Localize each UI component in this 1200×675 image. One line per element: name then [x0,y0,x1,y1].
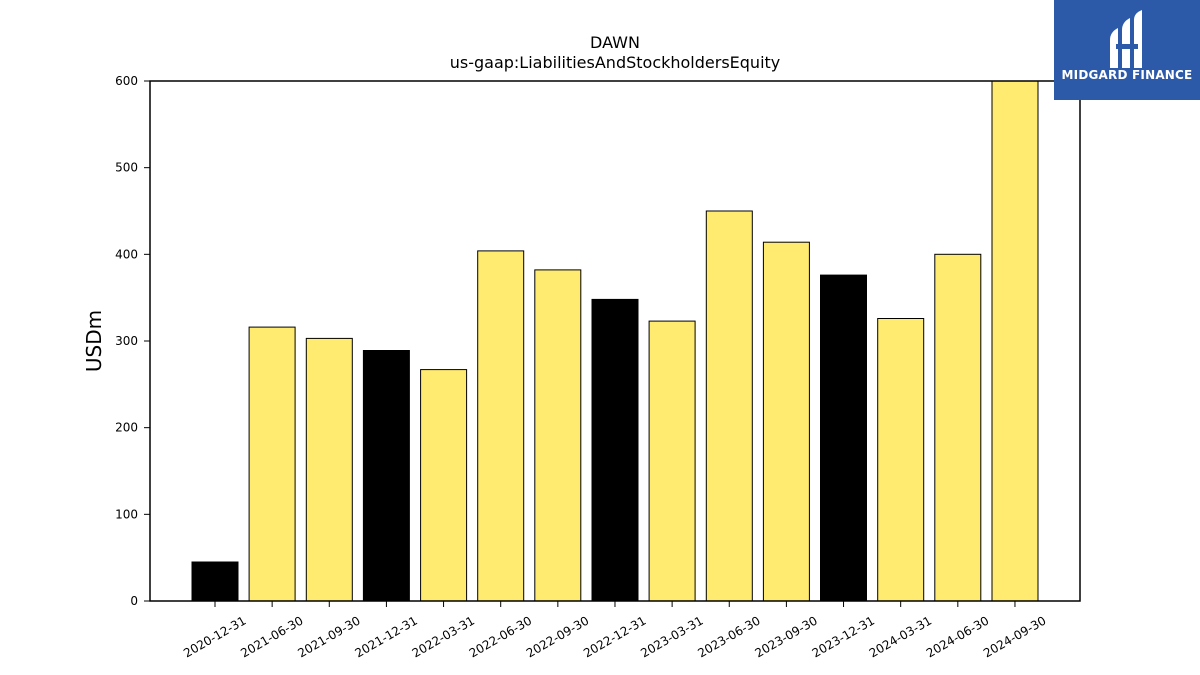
x-tick-label: 2023-06-30 [695,613,762,660]
bar [534,269,582,602]
x-tick-label: 2022-12-31 [581,613,648,660]
y-tick-label: 200 [115,421,138,435]
y-tick-label: 300 [115,334,138,348]
x-tick-label: 2024-06-30 [924,613,991,660]
bar [934,253,982,602]
x-axis-ticks: 2020-12-312021-06-302021-09-302021-12-31… [181,601,1048,660]
midgard-finance-logo: MIDGARD FINANCE [1054,0,1200,100]
bar [762,241,810,602]
bar [248,326,296,602]
x-tick-label: 2024-09-30 [981,613,1048,660]
x-tick-label: 2022-03-31 [410,613,477,660]
bars-layer [191,80,1039,602]
bar [820,274,867,602]
bar [648,320,696,602]
y-tick-label: 100 [115,507,138,521]
bar [420,369,468,602]
x-tick-label: 2021-06-30 [238,613,305,660]
chart-title: DAWN [590,33,640,52]
x-tick-label: 2023-03-31 [638,613,705,660]
bar [991,80,1039,602]
bar [477,250,525,602]
x-tick-label: 2022-06-30 [467,613,534,660]
bar [591,298,639,602]
bar [362,350,410,602]
x-tick-label: 2023-09-30 [752,613,819,660]
y-tick-label: 0 [130,594,138,608]
x-tick-label: 2020-12-31 [181,613,248,660]
y-axis-ticks: 0 100 200 300 400 500 600 [115,74,150,608]
x-tick-label: 2022-09-30 [524,613,591,660]
chart-subtitle: us-gaap:LiabilitiesAndStockholdersEquity [450,53,781,72]
y-tick-label: 500 [115,161,138,175]
x-tick-label: 2021-09-30 [295,613,362,660]
logo-mark-icon [1110,10,1142,68]
bar [191,561,239,602]
bar [305,337,353,602]
logo-text: MIDGARD FINANCE [1061,68,1193,82]
y-tick-label: 400 [115,247,138,261]
bar [705,210,753,602]
x-tick-label: 2021-12-31 [353,613,420,660]
plot-frame [149,80,1081,602]
x-tick-label: 2023-12-31 [810,613,877,660]
x-tick-label: 2024-03-31 [867,613,934,660]
y-axis-label: USDm [82,310,106,372]
y-tick-label: 600 [115,74,138,88]
bar [877,318,925,602]
